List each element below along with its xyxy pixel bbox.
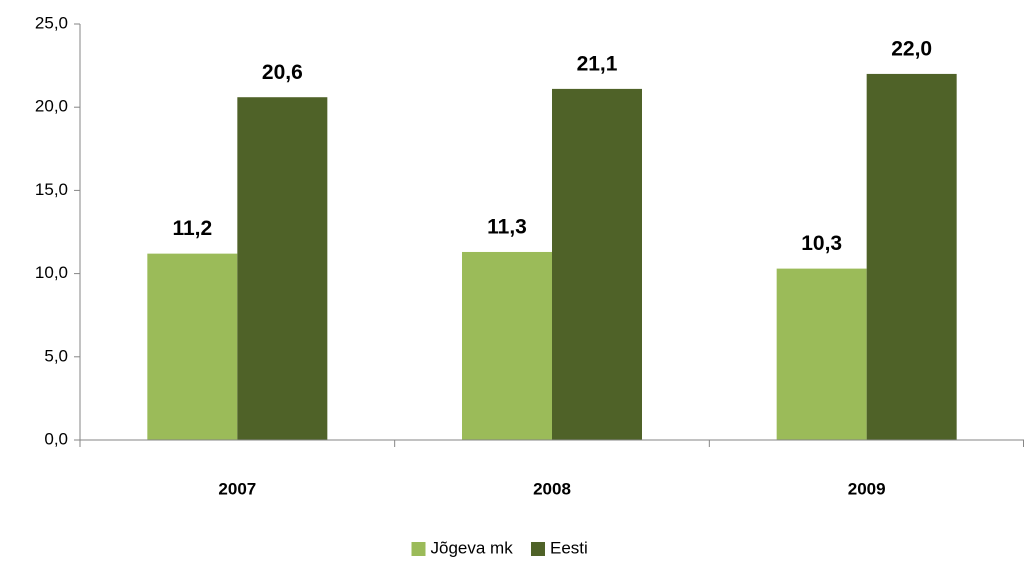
value-label: 21,1 xyxy=(577,52,618,75)
y-tick-label: 15,0 xyxy=(35,180,68,199)
value-label: 11,2 xyxy=(172,217,212,240)
value-label: 22,0 xyxy=(891,37,932,60)
legend-swatch xyxy=(531,542,545,556)
bar xyxy=(147,253,238,440)
value-label: 11,3 xyxy=(487,216,527,239)
value-label: 10,3 xyxy=(801,232,842,255)
bar xyxy=(866,73,957,441)
y-tick-label: 5,0 xyxy=(44,346,68,365)
bar xyxy=(237,97,328,440)
x-tick-label: 2009 xyxy=(848,479,886,498)
bar xyxy=(552,88,642,440)
value-label: 20,6 xyxy=(262,61,303,84)
y-tick-label: 10,0 xyxy=(35,263,68,282)
y-tick-label: 20,0 xyxy=(35,97,68,116)
bar xyxy=(462,251,552,440)
legend-swatch xyxy=(411,542,426,556)
y-tick-label: 0,0 xyxy=(44,429,68,448)
x-tick-label: 2007 xyxy=(218,479,256,498)
legend-label: Eesti xyxy=(550,538,588,557)
bar xyxy=(776,268,867,440)
legend-label: Jõgeva mk xyxy=(431,538,514,557)
x-tick-label: 2008 xyxy=(533,479,571,498)
y-tick-label: 25,0 xyxy=(35,13,68,32)
